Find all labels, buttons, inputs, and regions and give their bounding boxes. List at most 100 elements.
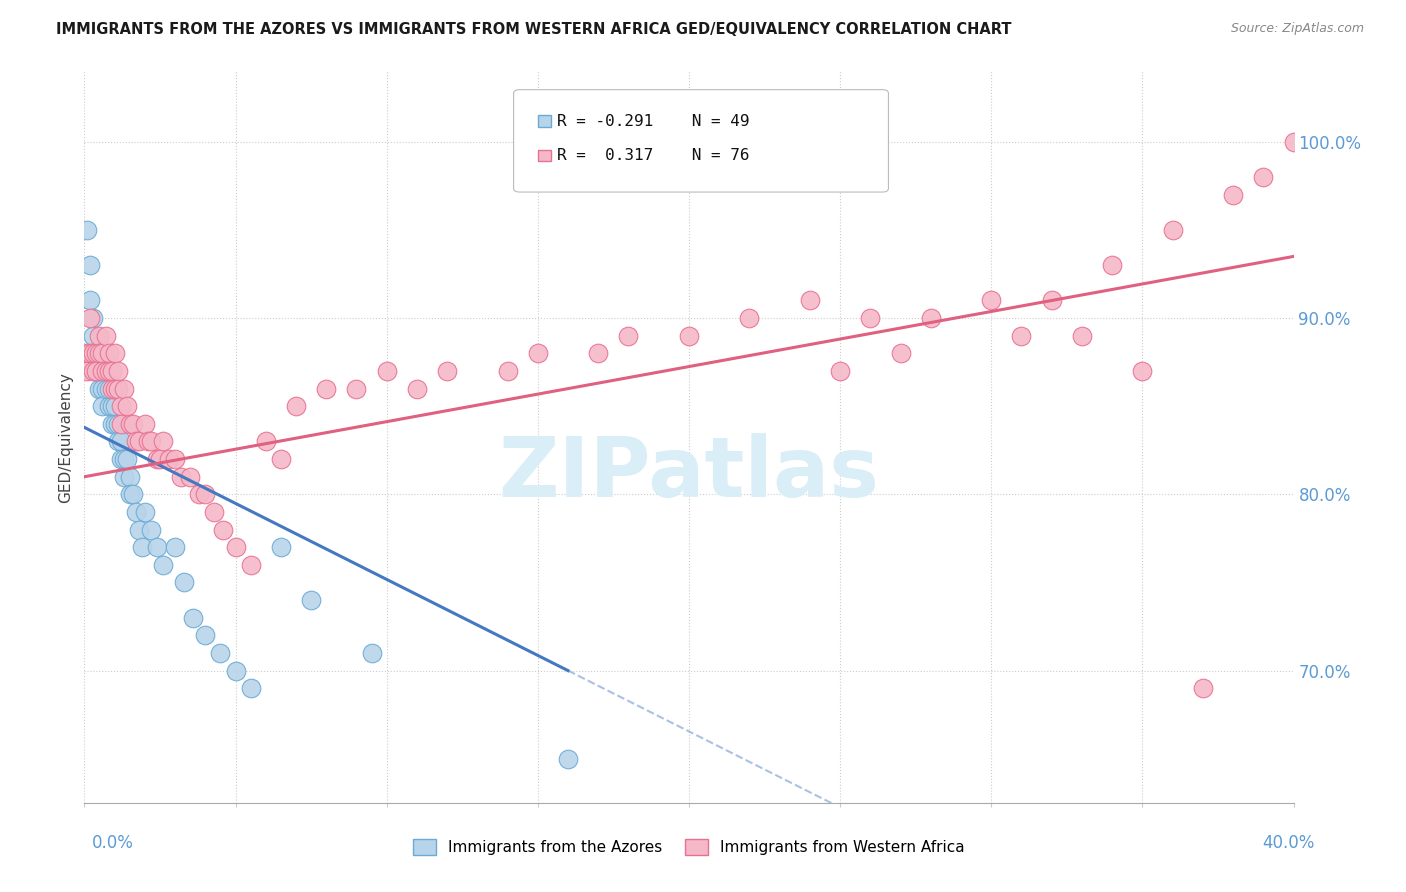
Point <box>588 346 610 360</box>
Point <box>239 681 262 696</box>
Point <box>890 346 912 360</box>
Point <box>86 364 108 378</box>
Point <box>131 540 153 554</box>
Point <box>118 487 141 501</box>
Point <box>146 452 169 467</box>
Point <box>121 487 143 501</box>
Point <box>94 328 117 343</box>
Point <box>110 452 132 467</box>
Point <box>980 293 1002 308</box>
Text: IMMIGRANTS FROM THE AZORES VS IMMIGRANTS FROM WESTERN AFRICA GED/EQUIVALENCY COR: IMMIGRANTS FROM THE AZORES VS IMMIGRANTS… <box>56 22 1012 37</box>
Point <box>170 469 193 483</box>
Point <box>91 382 114 396</box>
Point <box>86 346 108 360</box>
Point <box>212 523 235 537</box>
Point <box>1130 364 1153 378</box>
Point <box>104 417 127 431</box>
Point <box>157 452 180 467</box>
Text: 0.0%: 0.0% <box>91 834 134 852</box>
Text: R = -0.291    N = 49: R = -0.291 N = 49 <box>557 113 749 128</box>
Point <box>315 382 337 396</box>
FancyBboxPatch shape <box>513 90 889 192</box>
Point <box>97 346 120 360</box>
Point <box>104 382 127 396</box>
Point <box>254 434 277 449</box>
Point <box>97 382 120 396</box>
Point <box>165 540 187 554</box>
Point <box>830 364 852 378</box>
Point <box>107 417 129 431</box>
Point <box>82 328 104 343</box>
Point <box>76 223 98 237</box>
Point <box>125 505 148 519</box>
Point <box>107 434 129 449</box>
Point <box>139 523 162 537</box>
Point <box>134 417 156 431</box>
Point <box>209 646 232 660</box>
Point <box>738 311 761 326</box>
Point <box>152 558 174 572</box>
Point <box>86 364 108 378</box>
Point <box>82 364 104 378</box>
Point <box>107 382 129 396</box>
Point <box>110 399 132 413</box>
Point <box>97 364 120 378</box>
Point <box>128 523 150 537</box>
Point <box>270 452 292 467</box>
Point <box>128 434 150 449</box>
Point <box>375 364 398 378</box>
Point <box>112 452 135 467</box>
Point <box>97 399 120 413</box>
Point <box>100 364 122 378</box>
Point <box>104 346 127 360</box>
Point <box>79 258 101 272</box>
Point <box>285 399 308 413</box>
Point <box>346 382 368 396</box>
Text: 40.0%: 40.0% <box>1263 834 1315 852</box>
Legend: Immigrants from the Azores, Immigrants from Western Africa: Immigrants from the Azores, Immigrants f… <box>406 833 972 861</box>
Point <box>89 328 111 343</box>
Point <box>136 434 159 449</box>
Point <box>76 346 98 360</box>
Point <box>1040 293 1063 308</box>
Point <box>225 540 247 554</box>
Point <box>79 346 101 360</box>
Point <box>112 469 135 483</box>
Point <box>100 382 122 396</box>
Point <box>82 311 104 326</box>
Point <box>179 469 201 483</box>
Point <box>104 382 127 396</box>
Point <box>436 364 458 378</box>
Point <box>76 364 98 378</box>
Point <box>165 452 187 467</box>
Point <box>1101 258 1123 272</box>
Point <box>181 611 204 625</box>
Point <box>1253 170 1275 185</box>
Point <box>152 434 174 449</box>
Point <box>82 346 104 360</box>
Point <box>678 328 700 343</box>
Point <box>146 540 169 554</box>
Point <box>94 364 117 378</box>
Point <box>1222 187 1244 202</box>
Point <box>1192 681 1215 696</box>
Point <box>617 328 640 343</box>
Point <box>194 628 217 642</box>
Point <box>1282 135 1305 149</box>
Point <box>104 399 127 413</box>
Point <box>299 593 322 607</box>
Point <box>91 364 114 378</box>
Point <box>115 399 138 413</box>
Point <box>1011 328 1033 343</box>
Point <box>115 452 138 467</box>
Point <box>920 311 942 326</box>
Point <box>859 311 882 326</box>
Point <box>406 382 429 396</box>
Point <box>89 364 111 378</box>
Point <box>360 646 382 660</box>
Point <box>100 399 122 413</box>
Point <box>496 364 519 378</box>
Text: R =  0.317    N = 76: R = 0.317 N = 76 <box>557 148 749 163</box>
Point <box>188 487 211 501</box>
Point <box>91 346 114 360</box>
